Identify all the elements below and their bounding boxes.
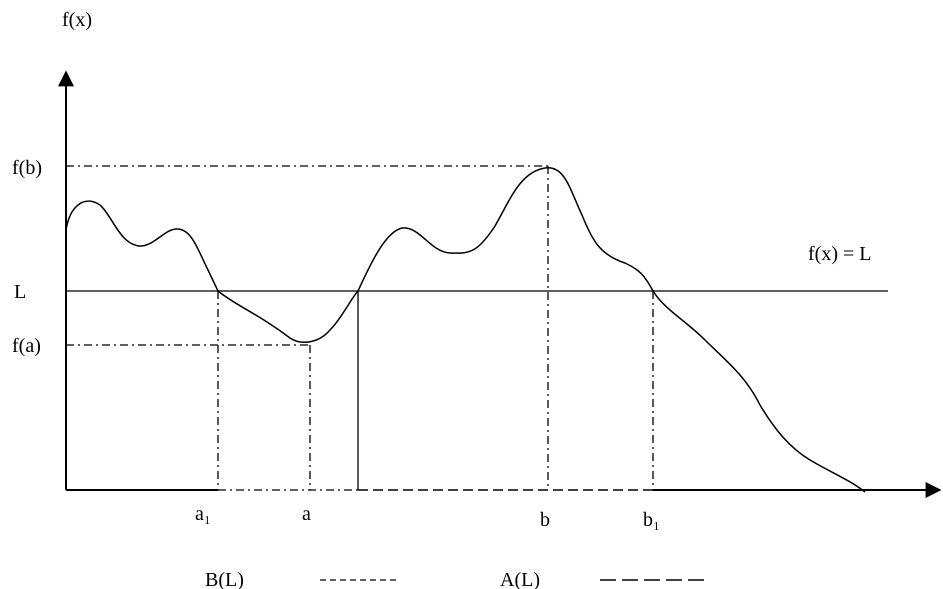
x-label: a — [302, 503, 311, 525]
legend-label: A(L) — [500, 569, 540, 589]
y-label: L — [14, 281, 26, 303]
y-label: f(b) — [12, 157, 42, 179]
axes — [58, 70, 942, 581]
legend-label: B(L) — [205, 569, 244, 589]
x-label: a₁ — [195, 503, 211, 525]
line-label: f(x) = L — [808, 243, 871, 265]
x-label: b₁ — [643, 509, 660, 531]
curve — [65, 167, 866, 493]
y-axis-label: f(x) — [62, 9, 92, 31]
x-label: b — [540, 509, 550, 531]
y-label: f(a) — [12, 335, 41, 357]
